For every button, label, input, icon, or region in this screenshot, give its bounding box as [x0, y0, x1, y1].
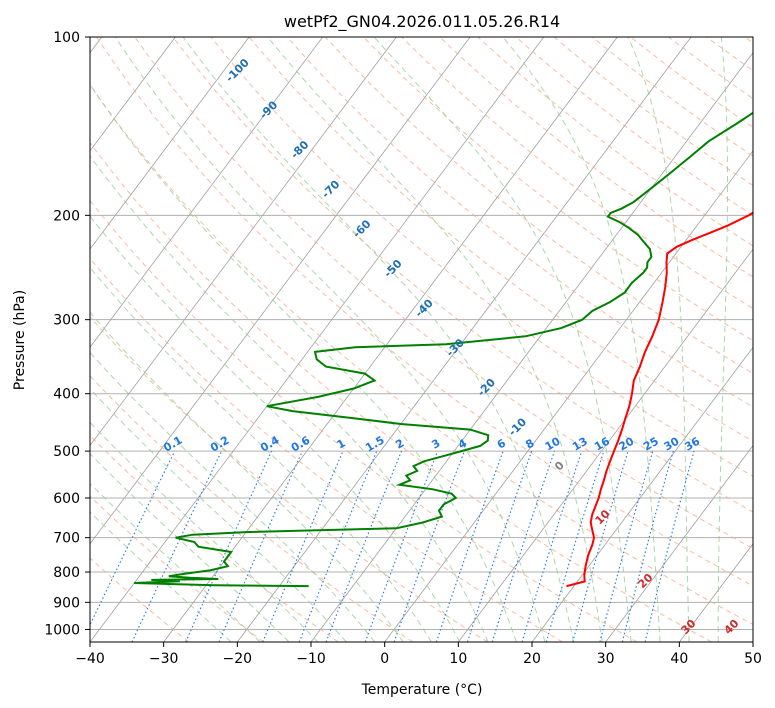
- x-tick-label: −40: [75, 651, 105, 667]
- y-tick-label: 200: [53, 208, 80, 224]
- mixing-ratio-line: [218, 450, 303, 642]
- x-tick-label: 10: [449, 651, 467, 667]
- mixing-ratio-line: [621, 450, 674, 642]
- y-tick-label: 900: [53, 595, 80, 611]
- dry-adiabat-line: [90, 84, 753, 625]
- chart-title: wetPf2_GN04.2026.011.05.26.R14: [284, 12, 560, 32]
- mixing-ratio-line: [262, 450, 344, 642]
- y-tick-label: 400: [53, 387, 80, 403]
- y-tick-label: 800: [53, 565, 80, 581]
- moist-adiabat-line: [90, 155, 489, 642]
- y-tick-label: 300: [53, 313, 80, 329]
- moist-adiabat-line: [373, 37, 632, 642]
- grid-layer: [90, 37, 753, 642]
- dry-adiabat-line: [210, 37, 753, 477]
- dry-adiabat-line: [134, 37, 753, 550]
- mixing-ratio-line: [521, 450, 583, 642]
- x-tick-label: 30: [597, 651, 615, 667]
- x-tick-label: −20: [223, 651, 253, 667]
- moist-adiabat-line: [90, 421, 319, 642]
- isotherm-line: [605, 444, 753, 642]
- mixing-ratio-line: [325, 450, 403, 642]
- moist-adiabat-line: [90, 215, 461, 642]
- moist-adiabat-line: [182, 37, 575, 642]
- moist-adiabat-line: [502, 37, 661, 642]
- isotherm-line: [90, 37, 471, 545]
- mixing-ratio-line: [572, 450, 629, 642]
- y-tick-label: 600: [53, 491, 80, 507]
- x-axis-label: Temperature (°C): [361, 682, 483, 698]
- dry-adiabat-line: [90, 557, 190, 642]
- mixing-ratio-line: [298, 450, 378, 642]
- series-layer: [134, 111, 753, 588]
- isotherm-line: [458, 248, 753, 642]
- y-tick-label: 1000: [44, 622, 80, 638]
- moist-adiabat-line: [90, 266, 432, 642]
- mixing-ratio-line: [545, 450, 605, 642]
- mixing-ratio-line: [599, 450, 654, 642]
- mixing-ratio-line: [90, 450, 176, 627]
- mixing-ratio-line: [185, 450, 273, 642]
- plot-frame: [89, 36, 754, 643]
- isotherm-line: [163, 37, 618, 642]
- dry-adiabat-line: [286, 37, 753, 408]
- isotherm-line: [90, 37, 250, 250]
- dry-adiabat-line: [90, 142, 712, 642]
- isotherm-line: [90, 37, 324, 348]
- y-axis-label: Pressure (hPa): [12, 290, 28, 390]
- moist-adiabat-line: [627, 37, 690, 642]
- isotherm-line: [237, 37, 692, 642]
- isotherm-line: [310, 51, 753, 642]
- isotherm-line: [752, 641, 753, 642]
- mixing-ratio-line: [644, 450, 695, 642]
- x-tick-label: 40: [670, 651, 688, 667]
- dry-adiabat-line: [363, 37, 753, 342]
- moist-adiabat-line: [90, 351, 376, 642]
- dry-adiabat-line: [172, 37, 753, 513]
- isotherm-line: [384, 150, 753, 642]
- moist-adiabat-line: [717, 37, 728, 642]
- moist-adiabat-line: [90, 83, 517, 642]
- dry-adiabat-line: [96, 37, 753, 587]
- plot-background: [90, 37, 753, 642]
- moist-adiabat-line: [267, 37, 603, 642]
- moist-adiabat-line: [90, 311, 404, 642]
- moist-adiabat-line: [90, 388, 347, 642]
- moist-adiabat-line: [114, 37, 546, 642]
- y-tick-label: 100: [53, 30, 80, 46]
- temperature-profile-line: [566, 211, 753, 588]
- tick-layer: −40 −30 −20 −10 0 10 20 30 40 50 100 200 300 400 500 60…: [44, 30, 762, 667]
- mixing-ratio-line: [466, 450, 533, 642]
- isotherm-line: [90, 37, 176, 152]
- dry-adiabat-line: [90, 375, 414, 642]
- dry-adiabat-line: [90, 199, 638, 642]
- mixing-ratio-line: [491, 450, 555, 642]
- mixing-ratio-line: [435, 450, 504, 642]
- x-tick-label: −30: [149, 651, 179, 667]
- mixing-ratio-line: [364, 450, 439, 642]
- isotherm-line: [90, 37, 545, 642]
- x-tick-label: 0: [380, 651, 389, 667]
- isotherm-line: [531, 346, 753, 642]
- y-tick-label: 500: [53, 444, 80, 460]
- y-tick-label: 700: [53, 531, 80, 547]
- x-tick-label: 50: [744, 651, 762, 667]
- isotherm-line: [90, 37, 397, 447]
- x-tick-label: −10: [296, 651, 326, 667]
- dewpoint-profile-line: [134, 111, 753, 588]
- x-tick-label: 20: [523, 651, 541, 667]
- mixing-ratio-line: [393, 450, 465, 642]
